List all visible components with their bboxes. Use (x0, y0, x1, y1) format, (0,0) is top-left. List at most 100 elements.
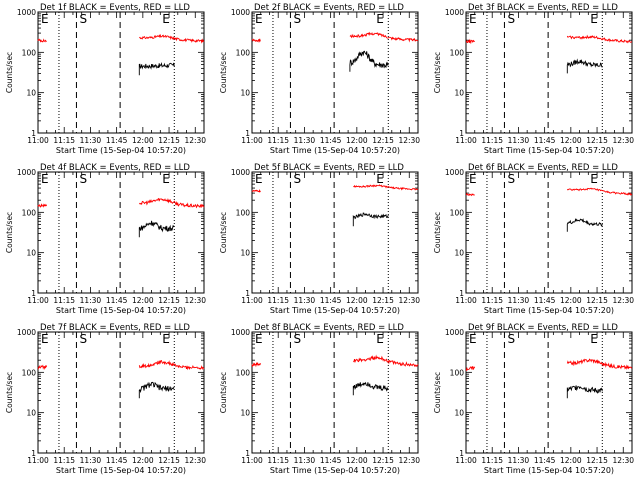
y-tick-label: 10 (240, 409, 250, 418)
marker-label: E (376, 172, 384, 186)
events-series-line (566, 217, 603, 232)
x-tick-label: 11:00 (27, 136, 49, 145)
lld-series-line (37, 38, 47, 43)
chart-title: Det 1f BLACK = Events, RED = LLD (40, 3, 190, 13)
plot-frame (251, 331, 419, 454)
x-tick-label: 11:45 (106, 456, 128, 465)
x-tick-label: 12:30 (612, 456, 634, 465)
lld-series-line (465, 192, 475, 197)
x-tick-label: 12:00 (346, 296, 368, 305)
marker-label: E (590, 12, 598, 26)
events-series-line (352, 381, 389, 396)
marker-label: S (507, 172, 515, 186)
events-series-line (138, 220, 175, 238)
chart-panel: Det 4f BLACK = Events, RED = LLD 1 10 100 10… (5, 163, 206, 315)
lld-series-line (251, 361, 262, 368)
x-tick-label: 12:30 (398, 136, 420, 145)
y-tick-label: 100 (450, 368, 465, 377)
x-tick-label: 11:30 (508, 296, 530, 305)
x-tick-label: 12:30 (184, 296, 206, 305)
y-axis-title: Counts/sec (5, 52, 14, 93)
y-tick-label: 1 (31, 449, 36, 458)
y-axis-title: Counts/sec (433, 52, 442, 93)
plot-frame (37, 11, 205, 134)
marker-label: S (293, 12, 301, 26)
chart-title: Det 6f BLACK = Events, RED = LLD (468, 163, 618, 173)
chart-title: Det 8f BLACK = Events, RED = LLD (254, 323, 404, 333)
marker-label: S (293, 332, 301, 346)
chart-panel: Det 2f BLACK = Events, RED = LLD 1 10 100 10… (219, 3, 420, 155)
y-tick-label: 1 (245, 129, 250, 138)
x-tick-label: 12:15 (586, 136, 608, 145)
lld-series-line (353, 184, 419, 191)
x-tick-label: 11:30 (294, 296, 316, 305)
marker-label: S (507, 12, 515, 26)
lld-series-line (465, 38, 476, 45)
y-axis-title: Counts/sec (219, 52, 228, 93)
events-series-line (566, 58, 603, 74)
x-axis-title: Start Time (15-Sep-04 10:57:20) (270, 466, 400, 475)
chart-panel: Det 9f BLACK = Events, RED = LLD 1 10 100 10… (433, 323, 634, 475)
lld-series-line (353, 354, 419, 368)
y-tick-label: 10 (26, 409, 36, 418)
y-tick-label: 1000 (17, 328, 36, 337)
marker-label: E (41, 12, 49, 26)
chart-panel: Det 1f BLACK = Events, RED = LLD 1 10 100 10… (5, 3, 206, 155)
marker-label: S (79, 12, 87, 26)
y-tick-label: 1 (459, 449, 464, 458)
x-tick-label: 12:00 (560, 296, 582, 305)
x-tick-label: 12:00 (560, 136, 582, 145)
chart-title: Det 4f BLACK = Events, RED = LLD (40, 163, 190, 173)
x-tick-label: 11:15 (267, 136, 289, 145)
plot-frame (37, 331, 205, 454)
marker-label: E (162, 172, 170, 186)
x-axis-title: Start Time (15-Sep-04 10:57:20) (484, 466, 614, 475)
marker-label: E (162, 332, 170, 346)
x-tick-label: 12:15 (372, 296, 394, 305)
x-tick-label: 11:00 (241, 296, 263, 305)
x-tick-label: 11:30 (508, 136, 530, 145)
lld-series-line (465, 366, 476, 372)
x-tick-label: 11:30 (80, 456, 102, 465)
marker-label: E (41, 172, 49, 186)
chart-panel: Det 8f BLACK = Events, RED = LLD 1 10 100 10… (219, 323, 420, 475)
y-tick-label: 1000 (445, 168, 464, 177)
events-series-line (566, 385, 603, 399)
y-tick-label: 1000 (231, 328, 250, 337)
y-tick-label: 10 (454, 249, 464, 258)
chart-title: Det 7f BLACK = Events, RED = LLD (40, 323, 190, 333)
x-tick-label: 11:30 (80, 136, 102, 145)
x-tick-label: 12:15 (586, 296, 608, 305)
x-axis-title: Start Time (15-Sep-04 10:57:20) (484, 146, 614, 155)
x-tick-label: 12:30 (398, 296, 420, 305)
y-axis-title: Counts/sec (5, 372, 14, 413)
lld-series-line (566, 34, 632, 44)
chart-panel: Det 7f BLACK = Events, RED = LLD 1 10 100 10… (5, 323, 206, 475)
y-tick-label: 1 (245, 449, 250, 458)
x-tick-label: 11:45 (106, 136, 128, 145)
y-tick-label: 1000 (445, 328, 464, 337)
marker-label: E (255, 172, 263, 186)
y-axis-title: Counts/sec (433, 212, 442, 253)
lld-series-line (37, 203, 48, 208)
x-tick-label: 11:45 (534, 136, 556, 145)
y-tick-label: 1 (31, 129, 36, 138)
y-tick-label: 10 (240, 249, 250, 258)
lld-series-line (566, 358, 632, 370)
chart-panel: Det 6f BLACK = Events, RED = LLD 1 10 100 10… (433, 163, 634, 315)
chart-title: Det 2f BLACK = Events, RED = LLD (254, 3, 404, 13)
lld-series-line (251, 188, 261, 193)
x-tick-label: 11:15 (481, 456, 503, 465)
lld-series-line (37, 364, 48, 370)
x-tick-label: 11:00 (27, 456, 49, 465)
y-tick-label: 1 (245, 289, 250, 298)
x-tick-label: 11:45 (534, 296, 556, 305)
events-series-line (138, 61, 175, 76)
x-tick-label: 11:15 (53, 456, 75, 465)
x-tick-label: 11:45 (106, 296, 128, 305)
y-tick-label: 100 (236, 208, 251, 217)
marker-label: E (469, 12, 477, 26)
y-axis-title: Counts/sec (219, 212, 228, 253)
plot-frame (37, 171, 205, 294)
x-tick-label: 11:00 (455, 136, 477, 145)
